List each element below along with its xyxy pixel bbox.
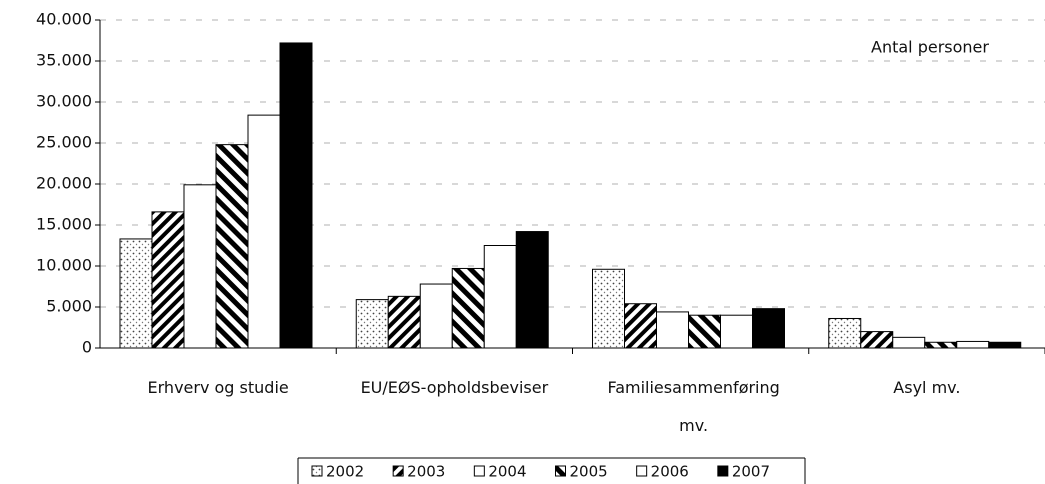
bar <box>119 238 153 349</box>
bar <box>387 295 421 349</box>
legend-label: 2007 <box>732 463 770 481</box>
legend-label: 2004 <box>488 463 526 481</box>
bar <box>752 308 785 349</box>
y-tick-label: 15.000 <box>36 215 92 234</box>
bar <box>688 314 721 349</box>
bar <box>956 340 990 349</box>
bar <box>720 314 753 349</box>
y-tick-label: 40.000 <box>36 10 92 29</box>
legend-swatch <box>473 465 485 477</box>
y-tick-label: 0 <box>82 338 92 357</box>
bar <box>828 317 862 349</box>
bar <box>624 303 657 349</box>
legend-label: 2006 <box>651 463 689 481</box>
x-tick-label: EU/EØS-opholdsbeviser <box>360 378 549 397</box>
y-tick-label: 5.000 <box>46 297 92 316</box>
legend-swatch <box>717 465 729 477</box>
y-tick-label: 10.000 <box>36 256 92 275</box>
x-tick-label: Erhverv og studie <box>147 378 289 397</box>
bar <box>151 211 185 349</box>
legend-swatch <box>636 465 648 477</box>
y-tick-label: 30.000 <box>36 92 92 111</box>
bar <box>355 299 389 349</box>
y-tick-label: 20.000 <box>36 174 92 193</box>
legend-label: 2003 <box>407 463 445 481</box>
bar <box>592 268 625 349</box>
legend-swatch <box>555 465 566 477</box>
y-tick-label: 35.000 <box>36 51 92 70</box>
bar <box>988 341 1022 349</box>
bar <box>483 245 517 349</box>
bar <box>247 114 281 349</box>
x-tick-label: Familiesammenføring mv. <box>607 378 780 435</box>
bar <box>924 341 958 349</box>
bar <box>451 267 485 349</box>
legend-label: 2002 <box>326 463 364 481</box>
bar <box>892 336 926 349</box>
bar <box>656 311 689 349</box>
bar <box>183 184 217 349</box>
bar <box>279 42 313 349</box>
legend-swatch <box>392 465 404 477</box>
bar <box>215 144 249 349</box>
y-tick-label: 25.000 <box>36 133 92 152</box>
legend-label: 2005 <box>570 463 608 481</box>
bar <box>860 331 894 349</box>
bar <box>419 283 453 349</box>
legend-swatch <box>311 465 323 477</box>
annotation: Antal personer <box>871 38 989 57</box>
bar <box>515 231 549 349</box>
x-tick-label: Asyl mv. <box>893 378 961 397</box>
